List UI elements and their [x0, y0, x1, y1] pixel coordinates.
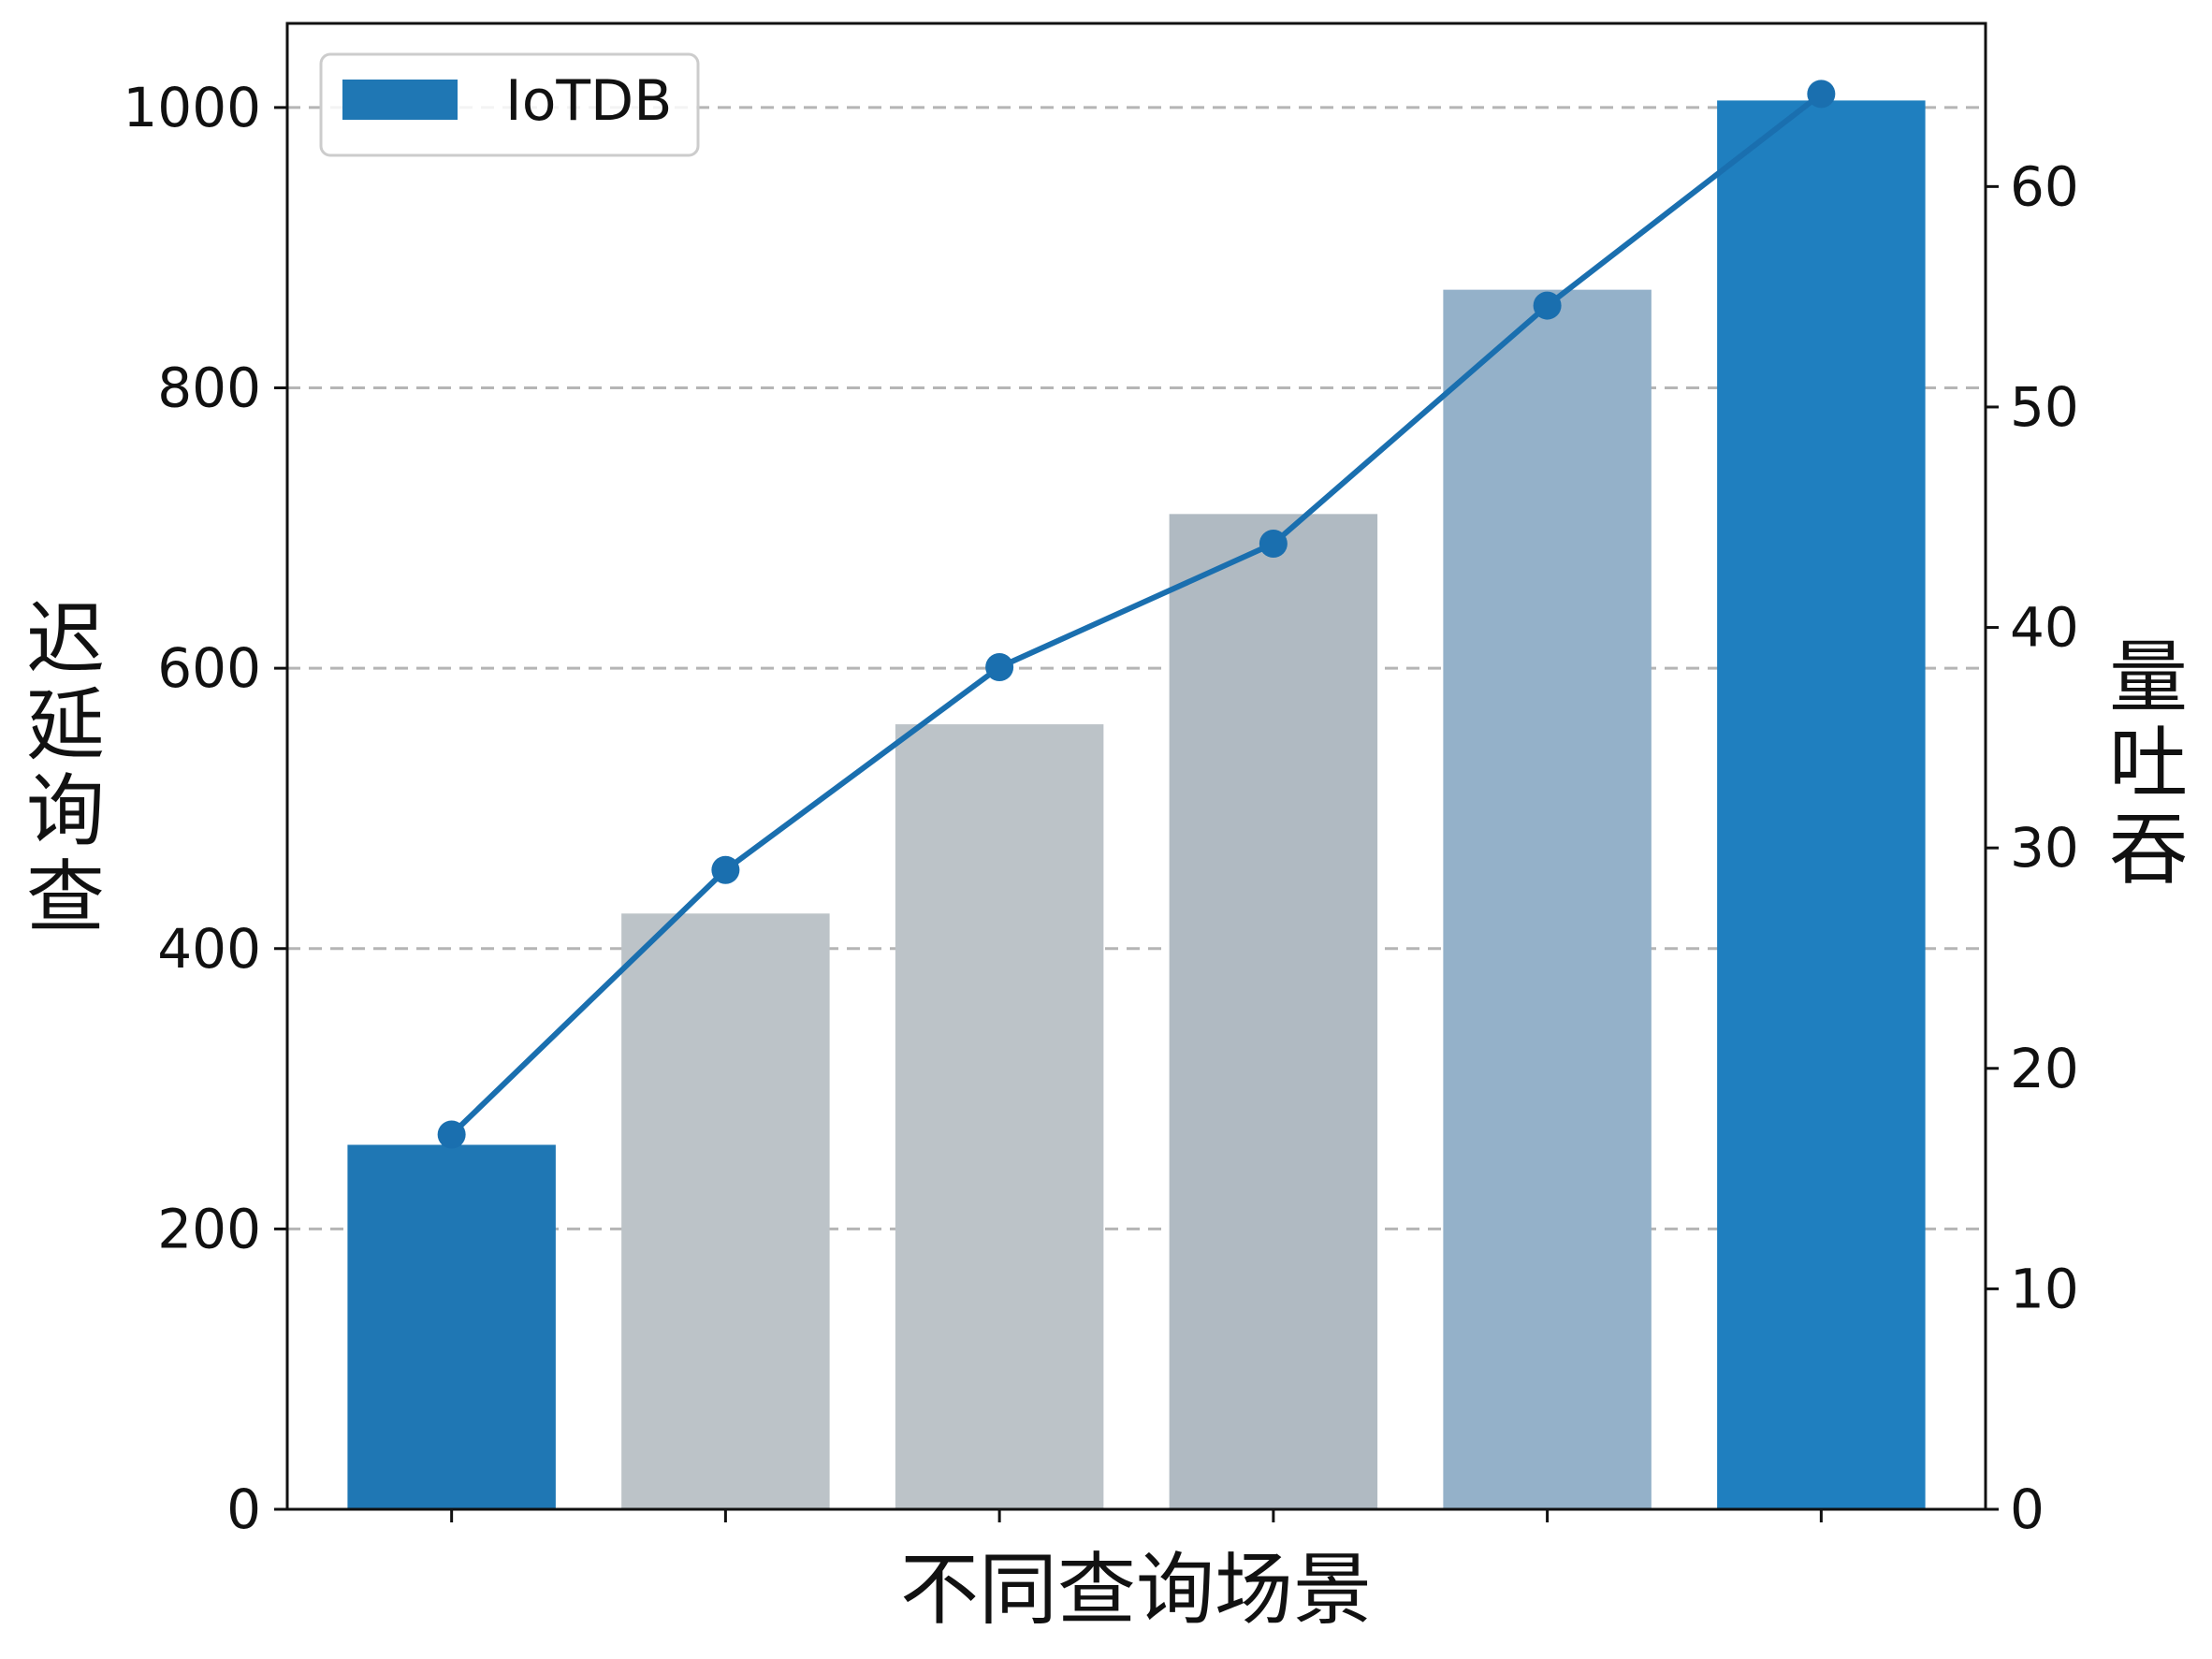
left-axis-title-char: 迟 — [26, 593, 105, 685]
throughput-point-2 — [711, 855, 740, 884]
left-axis-title-char: 查 — [26, 851, 105, 943]
x-axis-title: 不同查询场景 — [900, 1544, 1372, 1636]
throughput-point-3 — [985, 652, 1014, 681]
left-tick-label: 400 — [157, 917, 261, 981]
bar-6 — [1717, 100, 1926, 1509]
x-axis-ticks — [450, 1509, 1823, 1522]
bar-4 — [1169, 514, 1378, 1509]
right-tick-label: 20 — [2010, 1037, 2079, 1100]
right-axis-title-char: 量 — [2109, 632, 2188, 723]
legend: IoTDB — [319, 52, 700, 157]
throughput-point-4 — [1259, 530, 1288, 559]
left-tick-label: 1000 — [123, 76, 261, 139]
bar-2 — [621, 913, 830, 1509]
throughput-point-1 — [437, 1120, 466, 1149]
bar-1 — [347, 1144, 556, 1509]
plot-frame — [285, 22, 1987, 1511]
throughput-line-path — [449, 92, 1824, 1137]
left-tick-label: 600 — [157, 636, 261, 700]
left-axis-title: 迟延询查 — [26, 593, 105, 943]
left-axis-title-char: 询 — [26, 765, 105, 857]
right-axis-title: 量吐吞 — [2109, 632, 2188, 895]
right-axis-title-char: 吞 — [2109, 804, 2188, 895]
right-tick-label: 50 — [2010, 375, 2079, 439]
left-tick-label: 800 — [157, 357, 261, 420]
right-axis-title-char: 吐 — [2109, 718, 2188, 809]
right-axis-ticks: 0 10 20 30 40 50 60 — [1986, 154, 2079, 1541]
left-axis-ticks: 0 200 400 600 800 1000 — [123, 76, 287, 1541]
left-tick-label: 200 — [157, 1197, 261, 1260]
right-tick-label: 30 — [2010, 816, 2079, 880]
legend-swatch-iotdb — [342, 80, 458, 120]
legend-label-iotdb: IoTDB — [505, 68, 672, 134]
right-tick-label: 0 — [2010, 1477, 2045, 1541]
left-tick-label: 0 — [226, 1477, 261, 1541]
right-tick-label: 10 — [2010, 1257, 2079, 1320]
bars — [347, 100, 1926, 1510]
grid-lines — [287, 106, 1986, 1230]
throughput-point-6 — [1807, 80, 1836, 109]
throughput-point-5 — [1533, 291, 1562, 320]
throughput-line — [437, 80, 1836, 1149]
left-axis-title-char: 延 — [26, 679, 105, 771]
bar-5 — [1443, 289, 1652, 1510]
right-tick-label: 40 — [2010, 596, 2079, 660]
bar-3 — [895, 724, 1104, 1509]
right-tick-label: 60 — [2010, 154, 2079, 218]
